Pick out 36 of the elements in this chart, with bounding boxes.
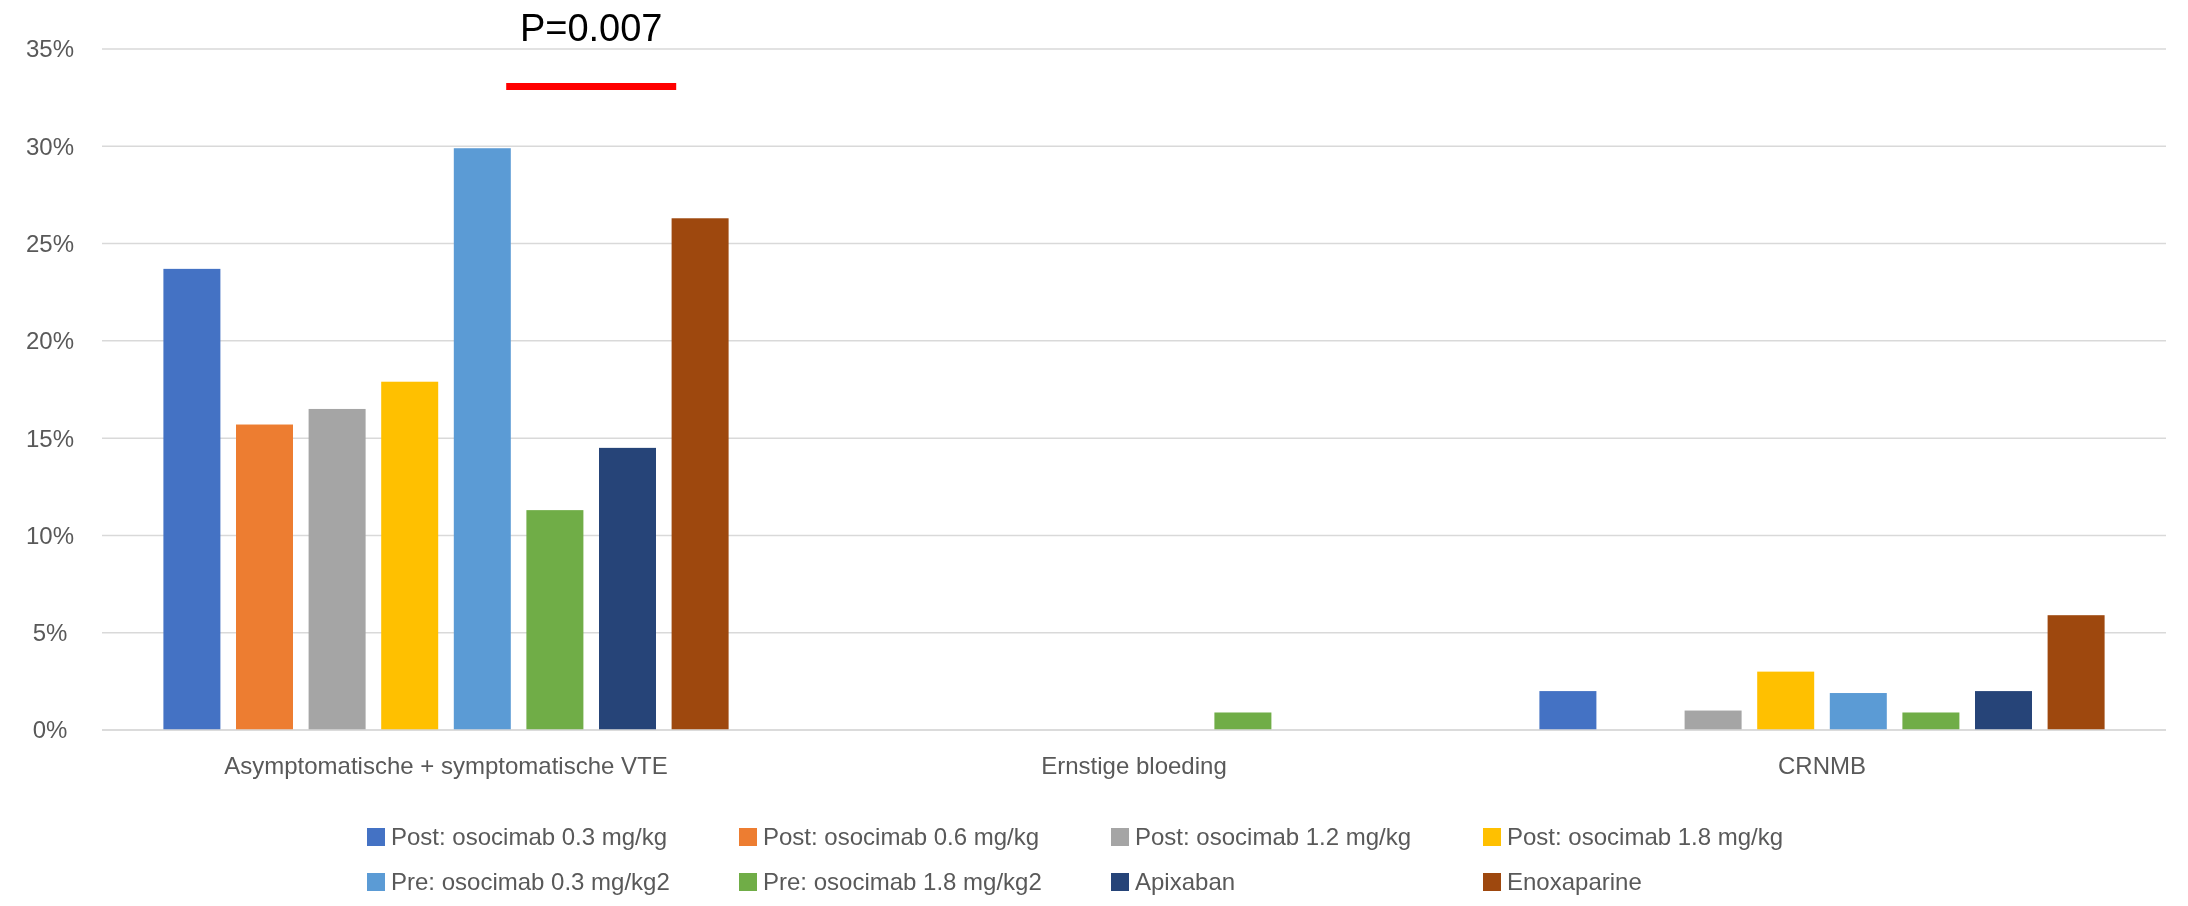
- bar: [163, 268, 221, 730]
- bar: [1757, 671, 1815, 730]
- y-tick-label: 0%: [32, 716, 68, 744]
- legend-label: Post: osocimab 0.6 mg/kg: [763, 823, 1040, 851]
- bar: [526, 510, 584, 730]
- legend-label: Post: osocimab 0.3 mg/kg: [391, 823, 668, 851]
- y-tick-label: 20%: [25, 327, 75, 355]
- legend-label: Enoxaparine: [1507, 868, 1642, 896]
- bar: [381, 381, 439, 730]
- bar: [1902, 712, 1960, 730]
- y-tick-label: 30%: [25, 132, 75, 160]
- annotation: P=0.007: [519, 7, 663, 50]
- y-tick-label: 10%: [25, 521, 75, 549]
- legend-label: Post: osocimab 1.2 mg/kg: [1135, 823, 1412, 851]
- bar: [599, 447, 656, 730]
- y-tick-label: 35%: [25, 35, 75, 63]
- x-tick-label: Ernstige bloeding: [1041, 752, 1227, 780]
- bar: [671, 218, 729, 730]
- legend-label: Pre: osocimab 1.8 mg/kg2: [763, 868, 1042, 896]
- y-tick-label: 15%: [25, 424, 75, 452]
- bar: [1214, 712, 1272, 730]
- bar: [1684, 710, 1742, 730]
- bar: [1975, 691, 2032, 730]
- bar: [2047, 615, 2105, 730]
- legend-label: Pre: osocimab 0.3 mg/kg2: [391, 868, 670, 896]
- bar: [1829, 693, 1887, 730]
- legend-label: Post: osocimab 1.8 mg/kg: [1507, 823, 1784, 851]
- bar: [1539, 691, 1597, 730]
- bar: [308, 408, 366, 730]
- y-tick-label: 25%: [25, 229, 75, 257]
- bar: [453, 148, 511, 730]
- legend-label: Apixaban: [1135, 868, 1236, 896]
- y-tick-label: 5%: [32, 619, 68, 647]
- x-tick-label: Asymptomatische + symptomatische VTE: [224, 752, 668, 780]
- x-tick-label: CRNMB: [1778, 752, 1866, 780]
- bar: [236, 424, 293, 730]
